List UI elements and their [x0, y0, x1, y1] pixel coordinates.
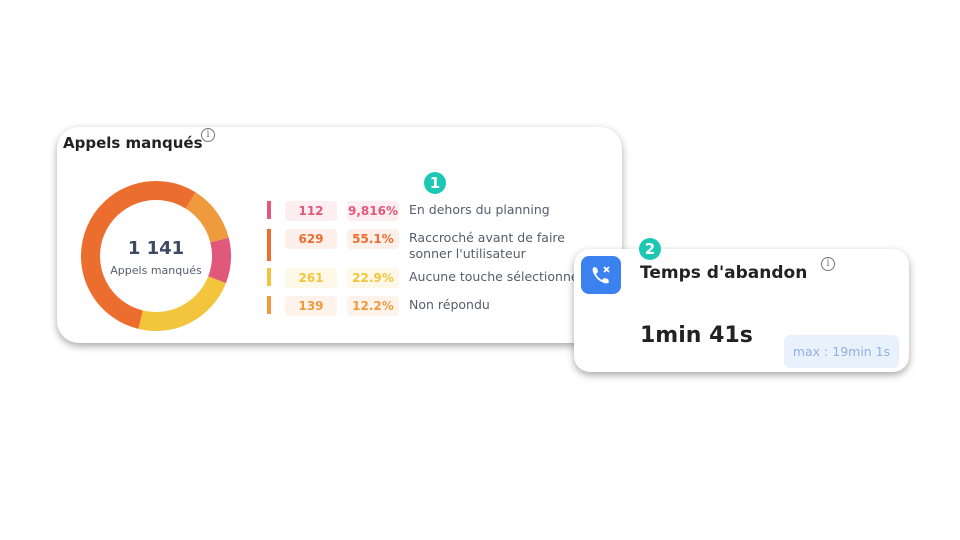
info-icon[interactable]: i: [821, 257, 835, 271]
missed-calls-card: [57, 127, 622, 343]
donut-total-label: Appels manqués: [110, 264, 202, 277]
phone-icon: [581, 256, 621, 294]
percent-box: 12.2%: [347, 296, 399, 316]
card-title: Appels manqués: [63, 134, 203, 152]
donut-total: 1 141: [128, 238, 184, 259]
percent-box: 22.9%: [347, 268, 399, 288]
row-label: Non répondu: [409, 297, 490, 312]
percent-box: 9,816%: [347, 201, 399, 221]
row-label: Raccroché avant de faire sonner l'utilis…: [409, 230, 565, 261]
row-bar: [267, 229, 271, 261]
step-badge: 1: [424, 172, 446, 194]
row-bar: [267, 296, 271, 314]
percent-box: 55.1%: [347, 229, 399, 249]
donut-segment: [185, 192, 229, 243]
row-bar: [267, 268, 271, 286]
count-box: 139: [285, 296, 337, 316]
count-box: 112: [285, 201, 337, 221]
count-box: 629: [285, 229, 337, 249]
row-label: Aucune touche sélectionnée: [409, 269, 587, 284]
abandon-value: 1min 41s: [640, 323, 753, 348]
info-icon[interactable]: i: [201, 128, 215, 142]
donut-chart: 1 141 Appels manqués: [81, 181, 231, 331]
donut-segment: [138, 275, 226, 331]
step-badge: 2: [639, 238, 661, 260]
max-value: max : 19min 1s: [784, 335, 899, 368]
donut-segment: [208, 237, 231, 284]
card-title: Temps d'abandon: [640, 263, 808, 283]
donut-segment: [81, 181, 196, 329]
row-bar: [267, 201, 271, 219]
row-label: En dehors du planning: [409, 202, 550, 217]
count-box: 261: [285, 268, 337, 288]
